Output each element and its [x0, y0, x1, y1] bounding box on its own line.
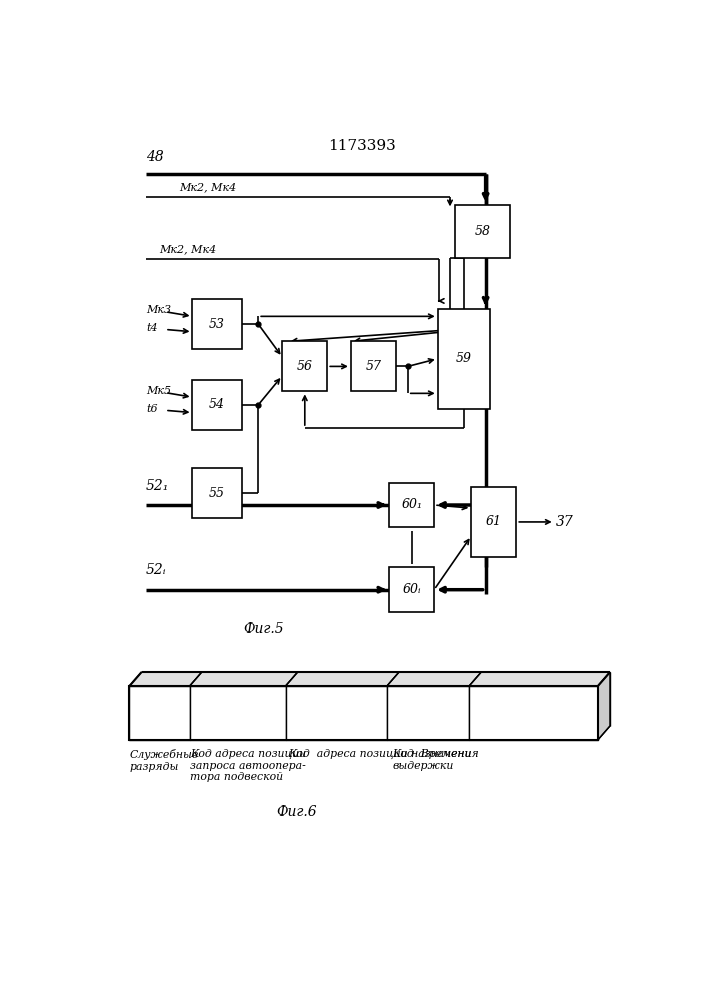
Bar: [129, 686, 598, 740]
Polygon shape: [286, 672, 399, 686]
Text: 48: 48: [146, 150, 163, 164]
Bar: [286, 686, 387, 740]
Text: 53: 53: [209, 318, 225, 331]
Bar: [472, 487, 516, 557]
Bar: [455, 205, 510, 258]
Bar: [469, 686, 598, 740]
Text: t4: t4: [146, 323, 158, 333]
Text: Код  адреса позиции назначения: Код адреса позиции назначения: [288, 749, 479, 759]
Text: 54: 54: [209, 398, 225, 411]
Text: 59: 59: [456, 352, 472, 365]
Text: Код адреса позиции
запроса автоопера-
тора подвеской: Код адреса позиции запроса автоопера- то…: [189, 749, 306, 782]
Bar: [351, 341, 396, 391]
Bar: [129, 686, 189, 740]
Text: 57: 57: [366, 360, 381, 373]
Bar: [387, 686, 469, 740]
Text: 1173393: 1173393: [329, 139, 396, 153]
Text: 52₁: 52₁: [146, 479, 169, 493]
Polygon shape: [598, 672, 610, 740]
Text: Служебные
разряды: Служебные разряды: [129, 749, 199, 772]
Text: Мк2, Мк4: Мк2, Мк4: [160, 244, 217, 254]
Bar: [189, 686, 286, 740]
Bar: [192, 299, 242, 349]
Text: 60ᵢ: 60ᵢ: [402, 583, 421, 596]
Text: Мк2, Мк4: Мк2, Мк4: [179, 182, 236, 192]
Text: Мк3: Мк3: [146, 305, 171, 315]
Text: 56: 56: [297, 360, 312, 373]
Text: 61: 61: [486, 515, 502, 528]
Text: t6: t6: [146, 404, 158, 414]
Bar: [282, 341, 327, 391]
Text: Код  Времени
выдержки: Код Времени выдержки: [392, 749, 472, 771]
Polygon shape: [469, 672, 610, 686]
Text: 52ᵢ: 52ᵢ: [146, 563, 166, 577]
Text: Фиг.5: Фиг.5: [243, 622, 284, 636]
Bar: [192, 468, 242, 518]
Bar: [438, 309, 490, 409]
Text: 55: 55: [209, 487, 225, 500]
Text: 37: 37: [556, 515, 573, 529]
Polygon shape: [189, 672, 298, 686]
Text: 58: 58: [475, 225, 491, 238]
Bar: [389, 483, 434, 527]
Bar: [192, 380, 242, 430]
Text: Фиг.6: Фиг.6: [276, 805, 317, 819]
Bar: [389, 567, 434, 612]
Text: 60₁: 60₁: [401, 498, 422, 512]
Text: Мк5: Мк5: [146, 386, 171, 396]
Polygon shape: [129, 672, 201, 686]
Polygon shape: [387, 672, 481, 686]
